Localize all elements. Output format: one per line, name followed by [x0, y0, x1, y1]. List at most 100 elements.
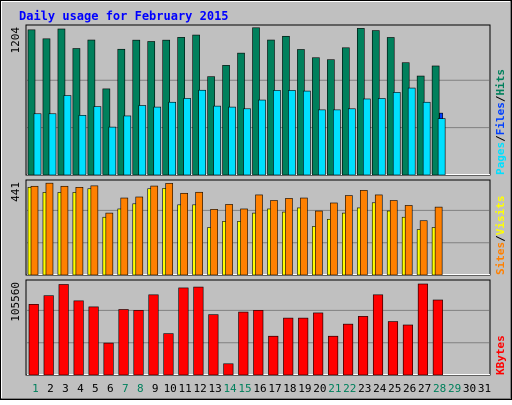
bar-kbytes-day-27 — [417, 283, 428, 376]
bar-sites-day-4 — [75, 187, 84, 276]
x-label-day-22: 22 — [343, 382, 356, 395]
bar-pages-day-18 — [288, 90, 296, 176]
x-label-day-21: 21 — [328, 382, 341, 395]
bar-sites-day-26 — [404, 205, 413, 276]
bar-hits-day-7 — [117, 48, 126, 176]
bar-pages-day-23 — [362, 98, 371, 176]
bar-pages-day-17 — [273, 90, 281, 176]
bar-sites-day-21 — [330, 202, 338, 276]
bar-kbytes-day-22 — [343, 323, 354, 376]
bar-sites-day-5 — [90, 185, 99, 276]
bar-kbytes-day-3 — [58, 284, 69, 376]
bar-pages-day-1 — [33, 113, 42, 176]
legend-entry-files: Files — [494, 102, 507, 135]
bar-kbytes-day-20 — [313, 312, 324, 376]
bar-kbytes-day-15 — [238, 311, 249, 376]
bar-pages-day-28 — [437, 118, 446, 176]
bar-pages-day-14 — [228, 106, 236, 176]
bar-pages-day-24 — [377, 98, 386, 176]
bar-pages-day-20 — [318, 109, 326, 176]
bar-sites-day-27 — [419, 220, 428, 276]
x-label-day-24: 24 — [373, 382, 387, 395]
x-label-day-31: 31 — [478, 382, 491, 395]
bar-pages-day-27 — [422, 101, 431, 176]
bar-pages-day-8 — [138, 105, 147, 176]
bar-sites-day-16 — [255, 194, 263, 276]
bar-hits-day-2 — [42, 38, 51, 176]
x-label-day-26: 26 — [403, 382, 416, 395]
bar-kbytes-day-19 — [298, 317, 309, 376]
bars-kbytes — [28, 283, 443, 376]
bar-kbytes-day-8 — [133, 310, 144, 376]
bar-kbytes-day-28 — [432, 299, 443, 376]
x-label-day-6: 6 — [107, 382, 114, 395]
x-label-day-25: 25 — [388, 382, 401, 395]
bar-sites-day-18 — [285, 198, 293, 276]
x-label-day-18: 18 — [283, 382, 296, 395]
bar-pages-day-2 — [48, 113, 57, 176]
bar-sites-day-19 — [300, 197, 308, 276]
x-label-day-9: 9 — [152, 382, 159, 395]
bars-sites-visits — [27, 182, 443, 276]
bar-kbytes-day-1 — [28, 304, 39, 376]
bar-pages-day-6 — [108, 126, 117, 176]
x-label-day-3: 3 — [62, 382, 69, 395]
bar-kbytes-day-2 — [43, 295, 54, 376]
legend-kbytes: KBytes — [494, 335, 507, 375]
legend-hits-files-pages: Pages/Files/Hits — [494, 69, 507, 175]
x-label-day-28: 28 — [433, 382, 446, 395]
bar-sites-day-23 — [359, 190, 368, 276]
bar-kbytes-day-6 — [103, 342, 114, 376]
bar-kbytes-day-13 — [208, 314, 219, 376]
legend-entry-kbytes: KBytes — [494, 335, 507, 375]
bar-pages-day-12 — [198, 89, 206, 176]
bar-kbytes-day-14 — [223, 363, 234, 376]
legend-entry-pages: Pages — [494, 142, 507, 175]
bar-kbytes-day-9 — [148, 294, 159, 376]
x-label-day-19: 19 — [298, 382, 311, 395]
x-label-day-17: 17 — [268, 382, 281, 395]
bar-sites-day-17 — [270, 200, 278, 276]
bar-kbytes-day-11 — [178, 287, 189, 376]
x-label-day-7: 7 — [122, 382, 129, 395]
bar-kbytes-day-21 — [328, 335, 339, 376]
bar-pages-day-16 — [258, 99, 266, 176]
bar-sites-day-12 — [195, 191, 203, 276]
bar-sites-day-7 — [120, 197, 129, 276]
bar-pages-day-15 — [243, 108, 251, 176]
x-label-day-2: 2 — [47, 382, 54, 395]
x-label-day-29: 29 — [448, 382, 461, 395]
bar-sites-day-15 — [240, 208, 248, 276]
bar-pages-day-4 — [78, 115, 87, 176]
bars-hits-files-pages — [27, 27, 446, 176]
panel-sites-visits: 441 Sites/Visits — [9, 179, 507, 276]
x-label-day-5: 5 — [92, 382, 99, 395]
x-label-day-8: 8 — [137, 382, 144, 395]
bar-kbytes-day-16 — [253, 310, 264, 376]
bar-pages-day-9 — [153, 106, 162, 176]
bar-kbytes-day-5 — [88, 306, 99, 376]
bar-sites-day-14 — [225, 204, 233, 276]
bar-sites-day-25 — [389, 200, 398, 276]
x-label-day-16: 16 — [253, 382, 266, 395]
bar-kbytes-day-25 — [387, 321, 399, 376]
bar-kbytes-day-23 — [357, 316, 369, 376]
legend-entry-separator: / — [494, 235, 507, 242]
bar-pages-day-19 — [303, 90, 311, 176]
bar-kbytes-day-18 — [283, 317, 294, 376]
x-label-day-20: 20 — [313, 382, 326, 395]
x-label-day-12: 12 — [194, 382, 207, 395]
bar-kbytes-day-4 — [73, 300, 84, 376]
x-label-day-4: 4 — [77, 382, 84, 395]
chart-title: Daily usage for February 2015 — [19, 9, 229, 23]
bar-pages-day-5 — [93, 106, 102, 176]
legend-entry-hits: Hits — [494, 69, 507, 96]
bar-sites-day-24 — [374, 194, 383, 276]
bar-pages-day-26 — [407, 87, 416, 176]
bar-kbytes-day-12 — [193, 286, 204, 376]
bar-sites-day-10 — [165, 183, 174, 276]
bar-pages-day-7 — [123, 115, 132, 176]
x-label-day-1: 1 — [32, 382, 39, 395]
